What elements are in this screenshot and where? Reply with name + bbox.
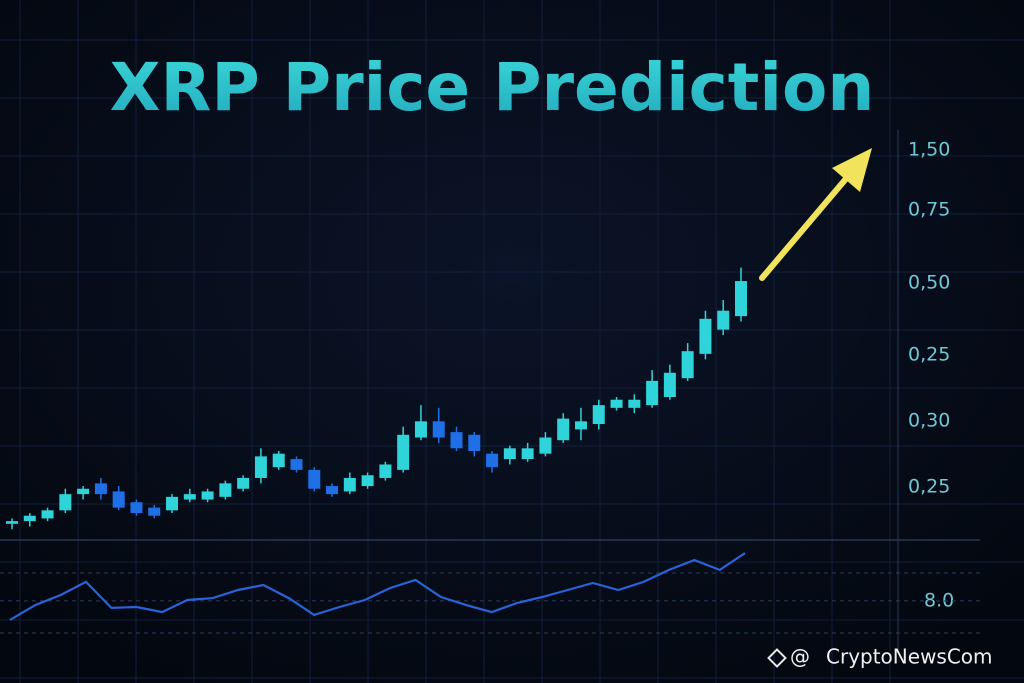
y-tick-label: 0,50 — [908, 272, 950, 294]
candle-body — [130, 502, 143, 514]
candle-body — [486, 453, 499, 468]
candle-body — [450, 432, 463, 449]
candle-body — [592, 405, 605, 425]
candle-body — [148, 507, 161, 516]
candle-body — [414, 421, 427, 438]
candle-body — [201, 491, 214, 500]
candle-body — [397, 434, 410, 470]
candle-body — [557, 418, 570, 441]
indicator-line — [9, 552, 746, 621]
y-tick-label: 0,25 — [908, 344, 950, 366]
candle-body — [77, 488, 90, 495]
y-tick-label: 0,25 — [908, 476, 950, 498]
candle-body — [717, 310, 730, 330]
candle-body — [290, 459, 303, 470]
candle-body — [237, 477, 250, 489]
candle-body — [468, 434, 481, 451]
candle-body — [94, 483, 107, 495]
candle-body — [681, 351, 694, 379]
candle-body — [646, 380, 659, 406]
candle-body — [254, 456, 267, 478]
candle-body — [663, 372, 676, 398]
candle-body — [503, 448, 516, 460]
candle-body — [628, 399, 641, 408]
watermark-text: CryptoNewsCom — [826, 645, 993, 669]
candle-body — [521, 448, 534, 460]
candle-body — [219, 483, 232, 497]
candle-body — [23, 515, 36, 522]
candle-body — [308, 469, 321, 489]
chart-title: XRP Price Prediction — [110, 49, 875, 126]
trend-arrow — [759, 148, 872, 281]
candle-body — [272, 453, 285, 468]
candle-body — [574, 421, 587, 430]
candle-body — [59, 494, 72, 511]
y-tick-label: 1,50 — [908, 139, 950, 161]
candle-body — [112, 491, 125, 508]
y-tick-label: 0,75 — [908, 199, 950, 221]
candle-body — [326, 486, 339, 495]
svg-text:@: @ — [790, 645, 810, 669]
watermark: @ CryptoNewsCom — [767, 645, 993, 669]
candle-body — [343, 477, 356, 492]
candle-body — [361, 475, 374, 487]
candle-body — [610, 399, 623, 408]
candle-body — [41, 510, 54, 519]
candle-body — [539, 437, 552, 454]
candle-body — [183, 494, 196, 500]
candle-body — [166, 496, 179, 511]
candle-body — [432, 421, 445, 438]
candle-body — [379, 464, 392, 478]
candle-body — [699, 318, 712, 354]
candle-body — [6, 521, 18, 524]
y-tick-label: 0,30 — [908, 410, 950, 432]
candle-body — [735, 281, 747, 317]
